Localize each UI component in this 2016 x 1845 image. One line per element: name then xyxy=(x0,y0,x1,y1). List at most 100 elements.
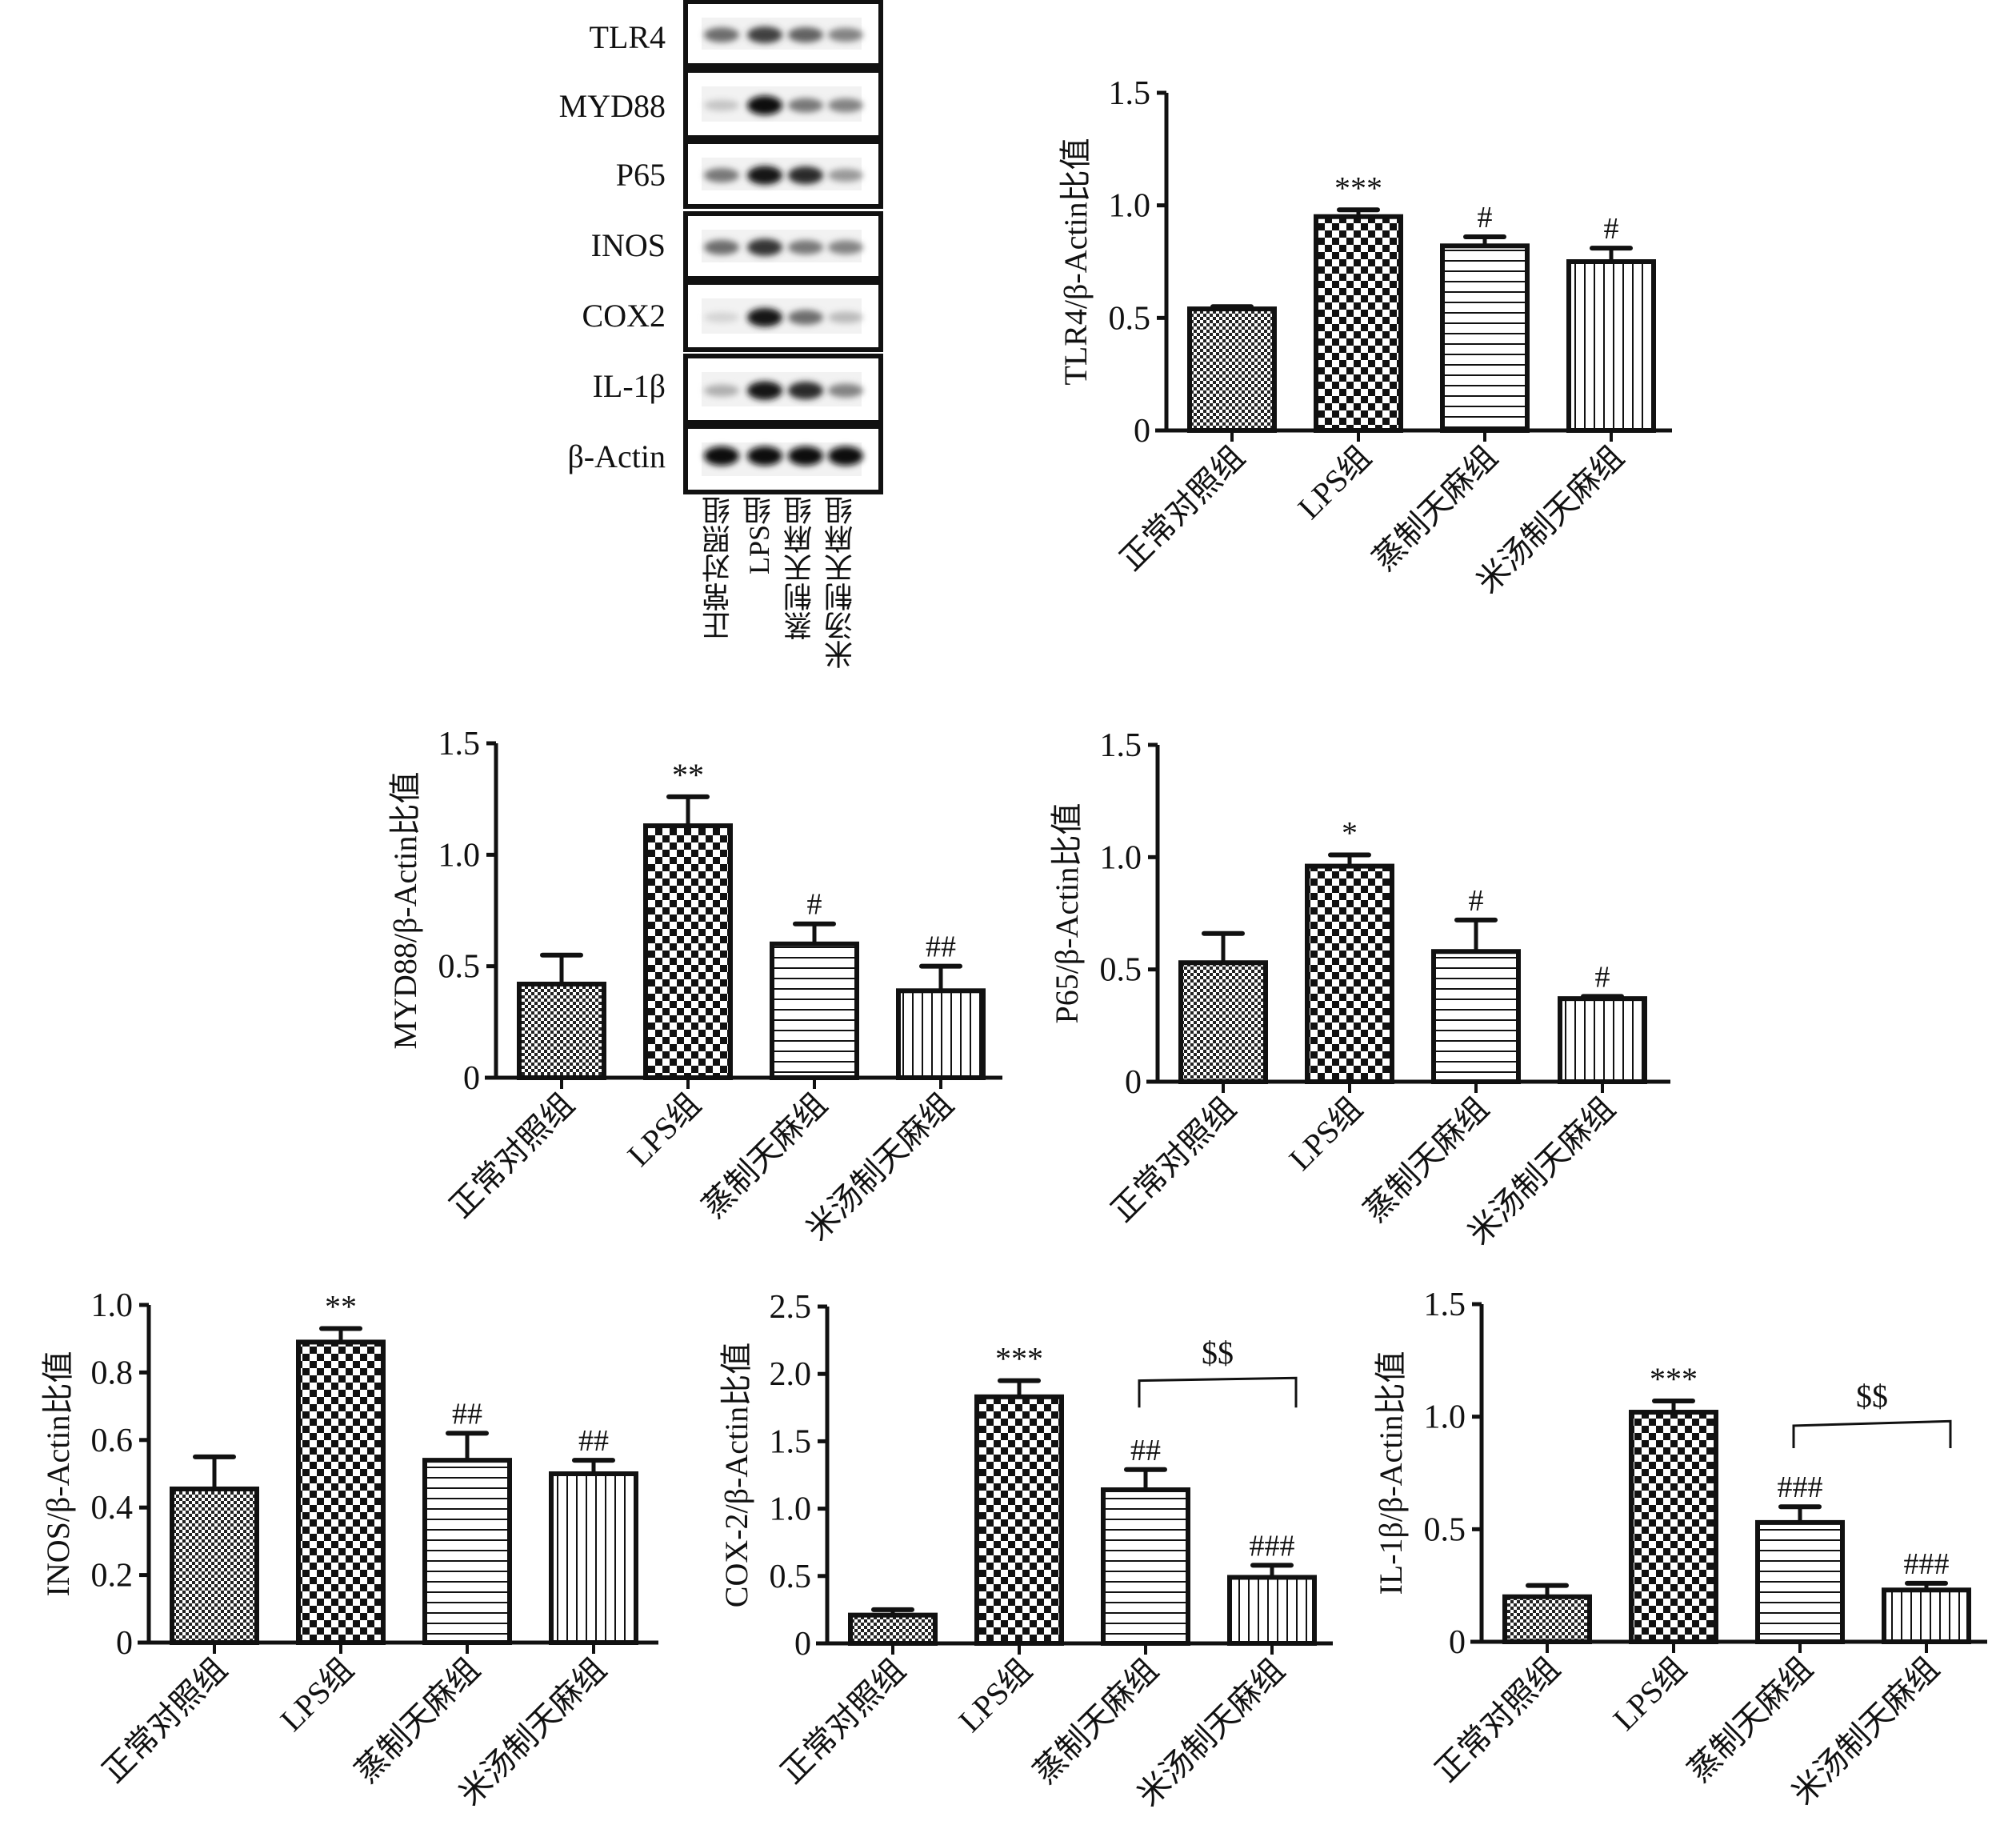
blot-band xyxy=(788,98,823,113)
y-tick-label: 1.0 xyxy=(770,1491,812,1528)
significance-label: ** xyxy=(672,757,704,793)
bar-p65-2 xyxy=(1431,949,1521,1085)
bar-inos-1 xyxy=(296,1339,386,1646)
x-tick-label: LPS组 xyxy=(1291,439,1378,526)
significance-label: ## xyxy=(452,1397,482,1431)
blot-band xyxy=(747,238,782,256)
x-tick-label: LPS组 xyxy=(274,1651,361,1739)
significance-label: *** xyxy=(1650,1361,1698,1397)
bar-myd88-0 xyxy=(517,981,606,1080)
bar-inos-3 xyxy=(549,1471,638,1645)
significance-label: # xyxy=(1604,212,1619,246)
x-tick-label: 蒸制天麻组 xyxy=(348,1651,486,1790)
blot-band xyxy=(788,382,823,400)
bracket-label: $$ xyxy=(1856,1378,1888,1414)
x-tick-label: 正常对照组 xyxy=(774,1652,912,1791)
y-tick-label: 1.0 xyxy=(438,837,481,874)
blot-band xyxy=(747,26,782,44)
x-tick-label: 正常对照组 xyxy=(1428,1651,1566,1789)
bar-cox2-1 xyxy=(974,1394,1064,1646)
significance-label: # xyxy=(1478,201,1493,234)
y-tick-label: 0.8 xyxy=(91,1355,134,1391)
blot-band xyxy=(828,240,863,254)
western-blot-bands xyxy=(683,0,883,494)
blot-band xyxy=(704,27,739,42)
significance-label: # xyxy=(1469,884,1484,918)
blot-label-cox2: COX2 xyxy=(582,298,666,334)
blot-band xyxy=(828,446,863,466)
y-tick-label: 0.2 xyxy=(91,1558,134,1595)
blot-band xyxy=(828,27,863,42)
y-axis-label: P65/β-Actin比值 xyxy=(1049,803,1085,1024)
bar-tlr4-2 xyxy=(1440,243,1530,433)
y-tick-label: 0 xyxy=(794,1626,811,1663)
significance-label: # xyxy=(807,888,822,922)
y-tick-label: 0.5 xyxy=(1100,952,1142,989)
x-tick-label: 正常对照组 xyxy=(1104,1091,1242,1229)
bar-il1b-3 xyxy=(1882,1587,1971,1644)
x-tick-label: 蒸制天麻组 xyxy=(1357,1091,1495,1229)
y-tick-label: 2.0 xyxy=(770,1356,812,1393)
x-tick-label: 正常对照组 xyxy=(95,1651,234,1790)
bar-tlr4-0 xyxy=(1187,306,1277,433)
blot-label-il1b: IL-1β xyxy=(592,368,666,404)
blot-band xyxy=(828,311,863,323)
lane-label-rice: 米汤制天麻组 xyxy=(825,496,857,669)
x-tick-label: LPS组 xyxy=(952,1652,1039,1739)
y-axis-label: TLR4/β-Actin比值 xyxy=(1058,138,1094,385)
bar-p65-3 xyxy=(1558,996,1647,1084)
significance-label: ### xyxy=(1250,1529,1295,1563)
y-tick-label: 0.4 xyxy=(91,1490,134,1527)
y-tick-label: 1.0 xyxy=(1424,1399,1466,1436)
y-axis-label: COX-2/β-Actin比值 xyxy=(718,1343,754,1607)
y-tick-label: 1.5 xyxy=(1100,727,1142,764)
bar-tlr4-1 xyxy=(1314,214,1403,433)
blot-band xyxy=(828,383,863,398)
y-tick-label: 0 xyxy=(116,1625,133,1662)
y-tick-label: 0.6 xyxy=(91,1423,134,1459)
x-tick-label: LPS组 xyxy=(1606,1651,1694,1738)
blot-band xyxy=(788,310,823,325)
y-tick-label: 0 xyxy=(1449,1624,1466,1661)
y-tick-label: 0.5 xyxy=(438,949,481,986)
bar-il1b-0 xyxy=(1502,1594,1592,1644)
blot-band xyxy=(704,99,739,111)
x-tick-label: 蒸制天麻组 xyxy=(1366,439,1504,578)
lane-label-control: 正常对照组 xyxy=(702,496,734,640)
x-tick-label: 蒸制天麻组 xyxy=(1026,1652,1165,1791)
significance-label: * xyxy=(1342,815,1358,851)
x-tick-label: 正常对照组 xyxy=(442,1087,581,1225)
blot-label-myd88: MYD88 xyxy=(558,88,666,124)
y-axis-label: IL-1β/β-Actin比值 xyxy=(1373,1351,1409,1595)
significance-label: ### xyxy=(1904,1547,1950,1581)
bar-inos-0 xyxy=(170,1486,259,1645)
significance-label: ## xyxy=(1130,1434,1161,1467)
y-axis-label: INOS/β-Actin比值 xyxy=(40,1351,76,1597)
blot-label-inos: INOS xyxy=(590,227,666,263)
blot-label-tlr4: TLR4 xyxy=(589,19,666,55)
bracket-label: $$ xyxy=(1202,1335,1234,1371)
blot-label-p65: P65 xyxy=(615,157,666,193)
y-tick-label: 1.0 xyxy=(1100,839,1142,876)
blot-band xyxy=(828,98,863,113)
significance-label: ## xyxy=(578,1424,609,1458)
bar-inos-2 xyxy=(422,1458,512,1645)
x-tick-label: 正常对照组 xyxy=(1113,439,1251,578)
bar-cox2-3 xyxy=(1227,1575,1317,1647)
x-tick-label: LPS组 xyxy=(1282,1091,1370,1178)
bar-cox2-2 xyxy=(1101,1487,1190,1647)
blot-band xyxy=(704,446,739,466)
blot-band xyxy=(788,240,823,255)
bar-cox2-0 xyxy=(848,1612,938,1646)
y-tick-label: 1.5 xyxy=(438,726,481,762)
bar-il1b-1 xyxy=(1629,1410,1718,1645)
bar-tlr4-3 xyxy=(1566,259,1656,433)
bar-myd88-2 xyxy=(770,941,859,1081)
x-tick-label: 蒸制天麻组 xyxy=(695,1087,834,1225)
y-tick-label: 0.5 xyxy=(1109,300,1151,337)
